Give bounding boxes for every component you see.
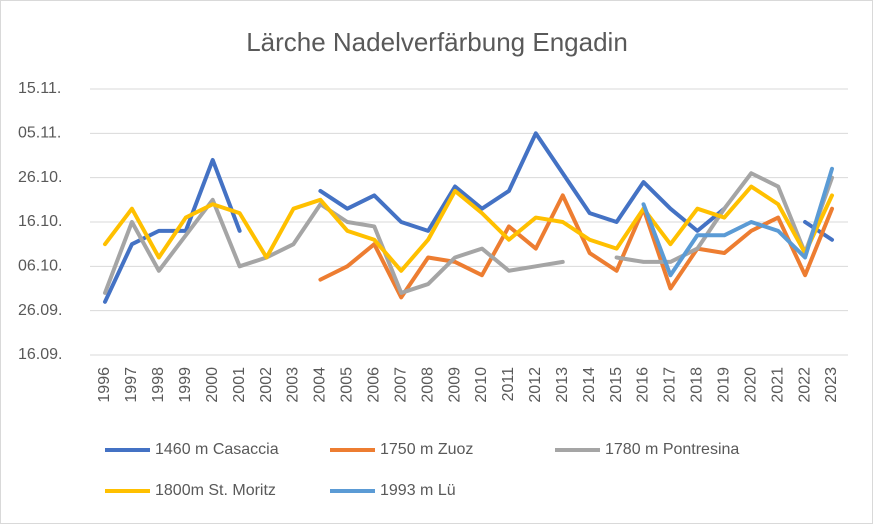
x-tick-label: 2019	[716, 367, 733, 403]
x-tick-label: 2014	[581, 367, 598, 403]
legend-label: 1460 m Casaccia	[155, 441, 279, 458]
x-tick-label: 2011	[500, 367, 517, 402]
x-tick-label: 2018	[689, 367, 706, 403]
x-tick-label: 2006	[365, 367, 382, 403]
legend-label: 1780 m Pontresina	[605, 441, 739, 458]
x-tick-label: 2010	[473, 367, 490, 403]
x-tick-label: 2020	[742, 367, 759, 403]
x-tick-label: 2023	[823, 367, 840, 403]
y-tick-label: 16.09.	[18, 346, 62, 363]
x-tick-label: 2015	[608, 367, 625, 403]
chart-title: Lärche Nadelverfärbung Engadin	[246, 27, 628, 57]
x-tick-label: 1998	[150, 367, 167, 403]
x-tick-label: 2000	[204, 367, 221, 403]
x-tick-label: 2008	[419, 367, 436, 403]
x-tick-label: 2003	[285, 367, 302, 403]
x-tick-label: 2022	[796, 367, 813, 403]
x-tick-label: 2021	[769, 367, 786, 403]
y-tick-label: 05.11.	[18, 125, 61, 142]
legend-label: 1750 m Zuoz	[380, 441, 473, 458]
x-tick-label: 2017	[662, 367, 679, 403]
series-line	[103, 184, 834, 273]
series-line	[641, 166, 834, 278]
x-tick-label: 2001	[231, 367, 248, 403]
y-tick-label: 26.10.	[18, 169, 62, 186]
x-tick-label: 2005	[339, 367, 356, 403]
y-tick-label: 15.11.	[18, 80, 61, 97]
x-tick-label: 2009	[446, 367, 463, 403]
x-tick-label: 2016	[635, 367, 652, 403]
x-tick-label: 2012	[527, 367, 544, 403]
x-tick-label: 2007	[392, 367, 409, 403]
x-tick-label: 2013	[554, 367, 571, 403]
y-tick-label: 16.10.	[18, 213, 62, 230]
x-tick-label: 1999	[177, 367, 194, 403]
legend-label: 1993 m Lü	[380, 482, 456, 499]
x-tick-label: 2004	[312, 367, 329, 403]
x-tick-label: 1997	[123, 367, 140, 403]
y-tick-label: 06.10.	[18, 258, 62, 275]
series-line	[103, 131, 834, 304]
x-tick-label: 2002	[258, 367, 275, 403]
x-tick-label: 1996	[96, 367, 113, 403]
y-tick-label: 26.09.	[18, 302, 62, 319]
legend-label: 1800m St. Moritz	[155, 482, 276, 499]
